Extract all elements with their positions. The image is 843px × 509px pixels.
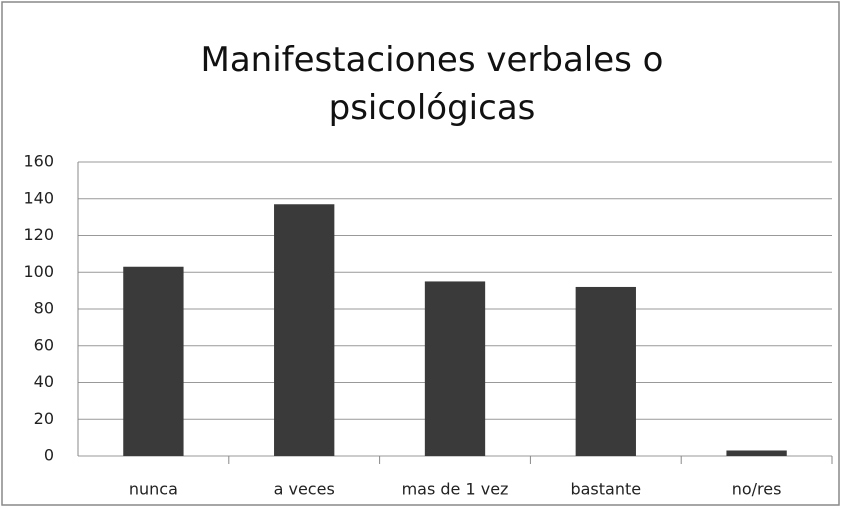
y-tick-label: 120: [23, 225, 54, 244]
y-tick-label: 60: [34, 335, 54, 354]
x-tick-label: mas de 1 vez: [402, 480, 509, 499]
x-tick-label: no/res: [732, 480, 782, 499]
y-tick-label: 140: [23, 188, 54, 207]
bar: [274, 204, 335, 456]
x-tick-label: nunca: [129, 480, 178, 499]
chart-title: Manifestaciones verbales o psicológicas: [200, 40, 664, 128]
bar: [123, 266, 184, 456]
y-tick-label: 100: [23, 262, 54, 281]
bar: [424, 281, 486, 456]
y-tick-label: 0: [44, 446, 54, 465]
y-tick-label: 20: [34, 409, 54, 428]
y-tick-label: 80: [34, 299, 54, 318]
y-tick-label: 160: [23, 152, 54, 171]
y-tick-label: 40: [34, 372, 54, 391]
bar: [726, 450, 787, 456]
bar: [575, 286, 636, 456]
x-tick-label: a veces: [274, 480, 335, 499]
x-tick-label: bastante: [570, 480, 641, 499]
